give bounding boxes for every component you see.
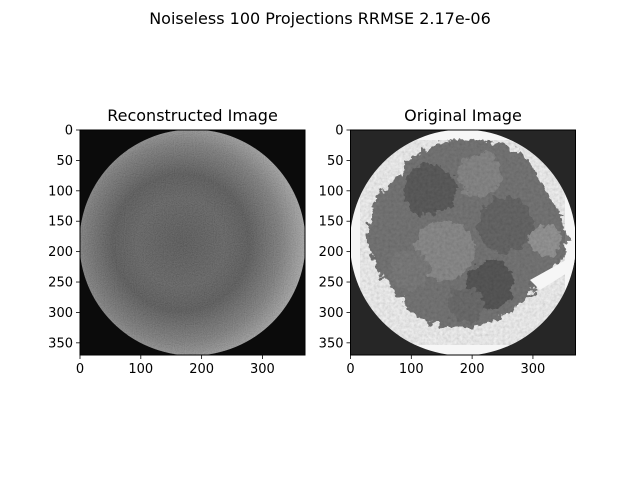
- y-tick-label-reconstructed: 200: [48, 245, 73, 260]
- y-tick-label-reconstructed: 100: [48, 184, 73, 199]
- y-tick-label-original: 0: [335, 124, 343, 139]
- panel-original: Original Image 0 100 200 300 0 50 100 150 200 250…: [319, 106, 576, 377]
- y-tick-label-original: 50: [327, 154, 344, 169]
- panel-reconstructed: Reconstructed Image 0 100 200 300 0 50 100 150 2…: [48, 106, 306, 377]
- y-tick-label-reconstructed: 250: [48, 276, 73, 291]
- axes-original: 0 100 200 300 0 50 100 150 200 250 300 350: [319, 124, 546, 378]
- y-tick-label-reconstructed: 150: [48, 215, 73, 230]
- figure-title: Noiseless 100 Projections RRMSE 2.17e-06: [149, 9, 491, 28]
- y-tick-label-original: 250: [319, 276, 344, 291]
- y-tick-label-reconstructed: 350: [48, 336, 73, 351]
- y-tick-label-reconstructed: 0: [65, 124, 73, 139]
- x-tick-label-reconstructed: 0: [76, 362, 84, 377]
- y-tick-label-original: 100: [319, 184, 344, 199]
- original-image-frame: [350, 129, 576, 356]
- axes-reconstructed: 0 100 200 300 0 50 100 150 200 250 300 350: [48, 124, 275, 378]
- reconstructed-image-texture: [79, 129, 306, 356]
- y-tick-label-reconstructed: 300: [48, 306, 73, 321]
- y-tick-label-reconstructed: 50: [56, 154, 73, 169]
- x-tick-label-reconstructed: 200: [189, 362, 214, 377]
- x-tick-label-reconstructed: 300: [250, 362, 275, 377]
- x-tick-label-original: 300: [521, 362, 546, 377]
- y-tick-label-original: 150: [319, 215, 344, 230]
- original-image-aggregate: [360, 139, 575, 345]
- y-tick-label-original: 350: [319, 336, 344, 351]
- x-tick-label-reconstructed: 100: [128, 362, 153, 377]
- y-tick-label-original: 300: [319, 306, 344, 321]
- x-tick-label-original: 200: [460, 362, 485, 377]
- panel-title-reconstructed: Reconstructed Image: [107, 106, 278, 125]
- x-tick-label-original: 100: [399, 362, 424, 377]
- reconstructed-image-frame: [79, 129, 306, 356]
- panel-title-original: Original Image: [404, 106, 522, 125]
- y-tick-label-original: 200: [319, 245, 344, 260]
- x-tick-label-original: 0: [346, 362, 354, 377]
